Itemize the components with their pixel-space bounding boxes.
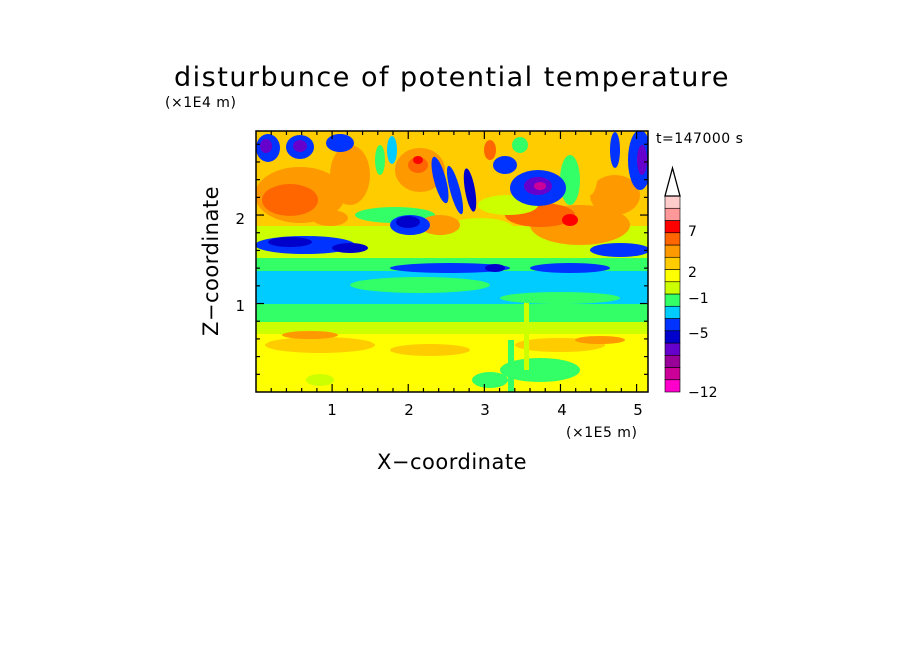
colorbar-swatch	[664, 367, 681, 381]
x-tick-label-1: 1	[327, 401, 337, 419]
x-axis-label: X−coordinate	[377, 450, 527, 474]
time-label: t=147000 s	[656, 131, 743, 147]
y-axis-label: Z−coordinate	[199, 186, 223, 336]
y-axis-tick-labels: 1 2	[235, 210, 245, 315]
colorbar-label-neg5: −5	[688, 326, 709, 342]
chart-title: disturbunce of potential temperature	[174, 62, 730, 93]
x-axis-tick-labels: 1 2 3 4 5	[327, 401, 643, 419]
colorbar-label-2: 2	[688, 265, 697, 281]
colorbar-swatch	[664, 354, 681, 368]
colorbar-extend-arrow	[664, 165, 681, 197]
colorbar-swatch	[664, 305, 681, 319]
colorbar-swatch	[664, 318, 681, 332]
colorbar-swatch	[664, 244, 681, 258]
colorbar-swatch	[664, 207, 681, 221]
colorbar-swatch	[664, 256, 681, 270]
colorbar-swatch	[664, 220, 681, 234]
x-tick-label-3: 3	[480, 401, 490, 419]
contour-field	[256, 131, 648, 392]
x-tick-label-5: 5	[633, 401, 643, 419]
y-tick-label-1: 1	[235, 297, 245, 315]
y-tick-label-2: 2	[235, 210, 245, 228]
colorbar-swatch	[664, 281, 681, 295]
colorbar-swatch	[664, 379, 681, 393]
colorbar-labels: 7 2 −1 −5 −12	[688, 224, 718, 401]
colorbar-swatch	[664, 195, 681, 209]
x-tick-label-4: 4	[557, 401, 567, 419]
x-tick-label-2: 2	[404, 401, 414, 419]
colorbar-swatch	[664, 269, 681, 283]
colorbar-swatch	[664, 232, 681, 246]
colorbar-label-7: 7	[688, 224, 697, 240]
colorbar	[664, 195, 681, 393]
colorbar-label-neg12: −12	[688, 385, 718, 401]
x-axis-unit: (×1E5 m)	[566, 425, 637, 441]
plot-frame	[255, 130, 649, 393]
axis-ticks	[256, 131, 648, 392]
colorbar-swatch	[664, 342, 681, 356]
colorbar-swatch	[664, 330, 681, 344]
y-axis-unit: (×1E4 m)	[165, 95, 236, 111]
colorbar-swatch	[664, 293, 681, 307]
colorbar-label-neg1: −1	[688, 291, 709, 307]
